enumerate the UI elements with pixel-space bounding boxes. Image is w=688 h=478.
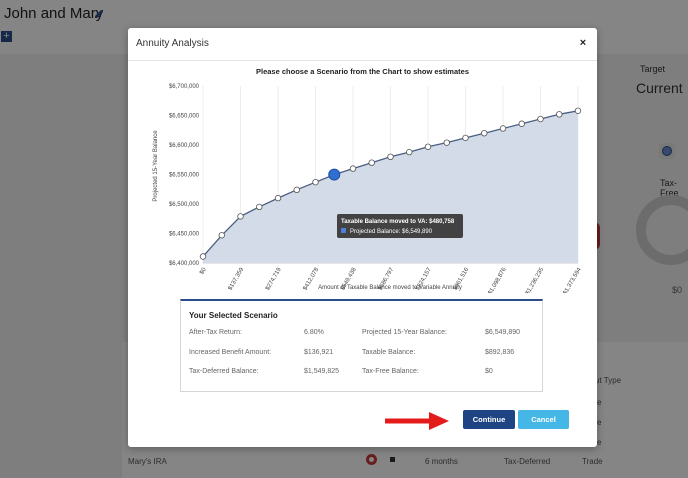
chart-data-point[interactable] (462, 134, 469, 142)
cancel-button[interactable]: Cancel (518, 410, 569, 429)
chart-tooltip: Taxable Balance moved to VA: $480,758 Pr… (337, 214, 463, 238)
chart-data-point[interactable] (424, 143, 432, 150)
chart-area (203, 110, 578, 263)
current-label: Current (636, 80, 683, 96)
tooltip-value: Projected Balance: $6,549,890 (350, 229, 433, 235)
table-cell: e (597, 398, 602, 407)
selected-scenario-panel: Your Selected Scenario After-Tax Return:… (180, 299, 543, 392)
modal-title: Annuity Analysis (136, 38, 209, 49)
chart-data-point[interactable] (481, 130, 488, 137)
page-title: John and Mary (4, 5, 104, 22)
tax-deferred-balance-label: Tax-Deferred Balance: (189, 368, 259, 375)
chart-data-point[interactable] (499, 125, 507, 132)
pencil-icon[interactable] (93, 7, 105, 19)
account-name: Mary's IRA (128, 457, 167, 466)
taxable-balance-label: Taxable Balance: (362, 349, 416, 356)
tax-free-label: Tax-Free (660, 178, 679, 198)
y-tick-label: $6,700,000 (169, 84, 200, 90)
allocation-donut (636, 195, 688, 265)
y-tick-label: $6,450,000 (169, 232, 200, 238)
chart-data-point[interactable] (574, 107, 582, 114)
x-tick-label: $1,373,594 (563, 266, 584, 293)
account-action[interactable]: Trade (582, 457, 603, 466)
increased-benefit-value: $136,921 (304, 349, 334, 356)
y-tick-label: $6,500,000 (169, 202, 200, 208)
red-arrow-annotation (385, 412, 449, 430)
x-tick-label: $0 (199, 266, 208, 275)
chart-data-point[interactable] (218, 232, 225, 239)
account-duration: 6 months (425, 457, 458, 466)
annuity-chart[interactable]: $6,400,000 $6,450,000 $6,500,000 $6,550,000… (128, 78, 597, 293)
donut-icon[interactable] (366, 454, 377, 465)
chart-data-point[interactable] (293, 186, 300, 194)
tooltip-title: Taxable Balance moved to VA: $480,758 (341, 219, 455, 225)
tax-free-balance-value: $0 (485, 368, 493, 375)
tax-free-value: $0 (672, 285, 683, 295)
x-tick-label: $1,236,235 (525, 266, 546, 293)
chart-data-point[interactable] (537, 115, 544, 123)
tooltip-legend-swatch (341, 228, 346, 233)
y-tick-label: $6,650,000 (169, 114, 200, 120)
increased-benefit-label: Increased Benefit Amount: (189, 349, 272, 356)
x-tick-label: $137,359 (228, 266, 246, 291)
chart-data-point[interactable] (237, 213, 244, 220)
after-tax-return-label: After-Tax Return: (189, 329, 242, 336)
table-row[interactable]: Mary's IRA 6 months Tax-Deferred Trade (122, 450, 688, 472)
y-tick-label: $6,550,000 (169, 173, 200, 179)
lock-icon (390, 457, 395, 462)
view-toggle-icon[interactable] (659, 143, 675, 159)
modal-header: Annuity Analysis × (128, 28, 597, 61)
table-cell: e (597, 438, 602, 447)
scenario-heading: Your Selected Scenario (189, 311, 278, 320)
tax-deferred-balance-value: $1,549,825 (304, 368, 340, 375)
table-header-account-type: ut Type (595, 376, 622, 385)
x-tick-label: $1,098,876 (488, 266, 509, 293)
chart-data-point[interactable] (556, 111, 563, 118)
chart-title: Please choose a Scenario from the Chart … (256, 67, 469, 76)
table-cell: e (597, 418, 602, 427)
taxable-balance-value: $892,836 (485, 349, 515, 356)
chart-data-point[interactable] (406, 148, 413, 156)
projected-balance-value: $6,549,890 (485, 329, 521, 336)
target-label: Target (640, 64, 666, 74)
chart-data-point[interactable] (312, 178, 319, 186)
donut-slice (594, 222, 600, 250)
continue-button[interactable]: Continue (463, 410, 515, 429)
projected-balance-label: Projected 15-Year Balance: (362, 329, 447, 336)
chart-data-point[interactable] (274, 194, 282, 202)
after-tax-return-value: 6.80% (304, 329, 324, 336)
chart-data-point[interactable] (199, 253, 207, 260)
chart-data-point[interactable] (256, 203, 263, 211)
account-tax-type: Tax-Deferred (504, 457, 551, 466)
selected-data-point[interactable] (328, 168, 341, 181)
chart-data-point[interactable] (443, 139, 450, 146)
x-tick-label: $274,719 (265, 266, 283, 291)
x-axis-label: Amount of Taxable Balance moved to Varia… (318, 285, 462, 291)
annuity-analysis-modal: Annuity Analysis × Please choose a Scena… (128, 28, 597, 447)
chart-data-point[interactable] (387, 153, 394, 160)
y-axis-label: Projected 15-Year Balance (153, 130, 159, 202)
tax-free-balance-label: Tax-Free Balance: (362, 368, 419, 375)
chart-data-point[interactable] (349, 165, 357, 172)
chart-data-point[interactable] (518, 120, 525, 127)
add-button[interactable]: + (1, 31, 12, 42)
close-button[interactable]: × (579, 37, 587, 49)
y-tick-label: $6,400,000 (169, 261, 200, 267)
y-tick-label: $6,600,000 (169, 143, 200, 149)
chart-data-point[interactable] (368, 159, 375, 166)
